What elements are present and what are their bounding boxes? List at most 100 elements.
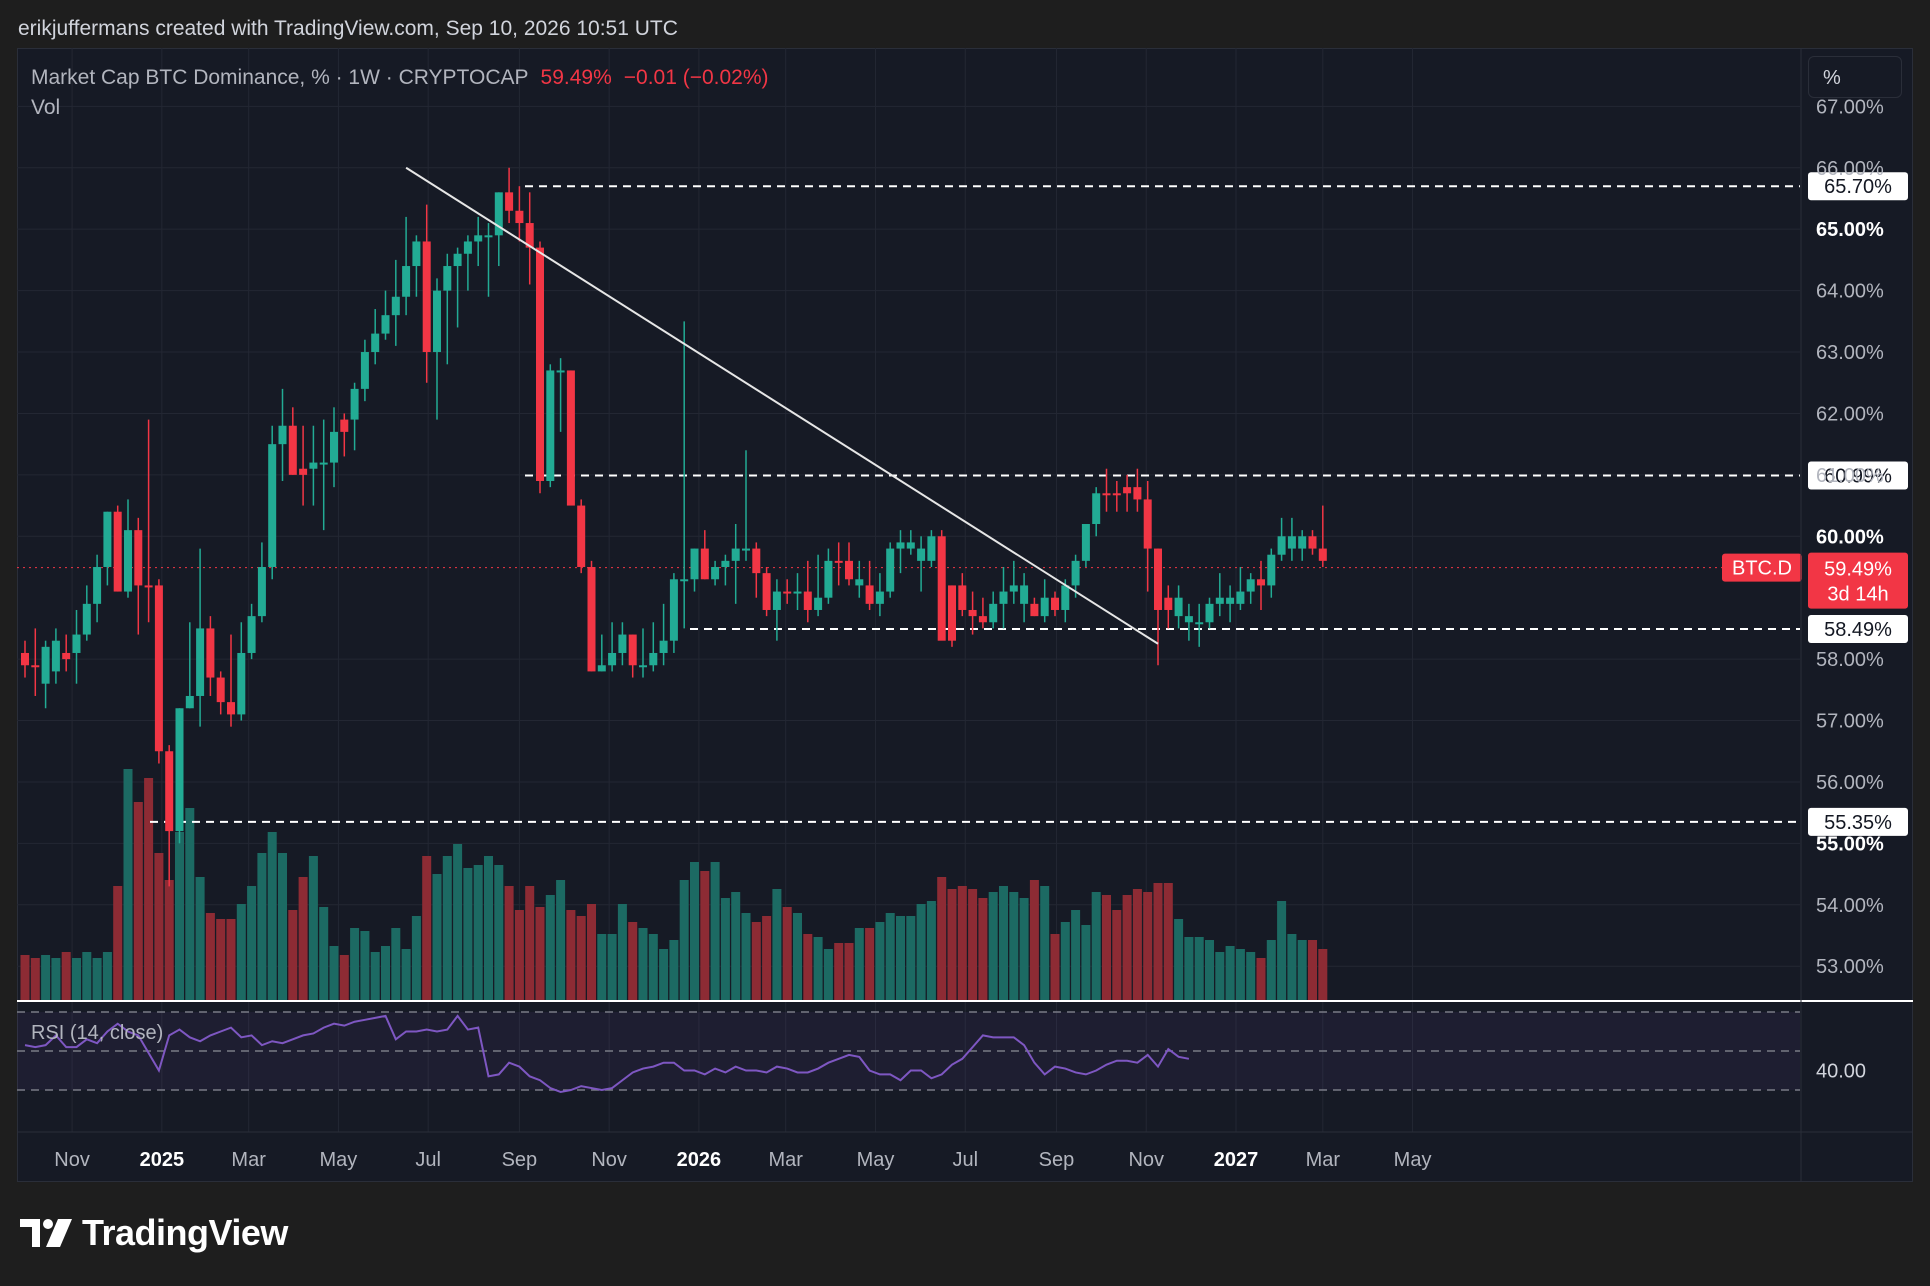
- volume-bar: [236, 904, 246, 1000]
- candle-body: [1195, 622, 1204, 625]
- candle-body: [1267, 554, 1276, 586]
- tradingview-icon: [20, 1219, 72, 1247]
- candle-body: [1143, 499, 1152, 549]
- volume-bar: [339, 955, 349, 1000]
- volume-bar: [628, 922, 638, 1000]
- level-label-box: [1808, 172, 1908, 201]
- level-label: 58.49%: [1824, 619, 1892, 641]
- candle-body: [937, 536, 946, 641]
- volume-bar: [1277, 901, 1287, 1000]
- candle-body: [525, 223, 534, 248]
- volume-bar: [638, 928, 648, 1000]
- candle-body: [402, 266, 411, 297]
- time-tick-label: May: [1394, 1149, 1432, 1171]
- volume-bar: [525, 886, 535, 1000]
- candle-body: [917, 548, 926, 561]
- price-tick-label: 57.00%: [1816, 711, 1884, 733]
- candle-body: [1009, 585, 1018, 592]
- candle-body: [608, 652, 617, 666]
- volume-bar: [1194, 937, 1204, 1000]
- volume-bar: [937, 877, 947, 1000]
- volume-bar: [710, 862, 720, 1000]
- tradingview-logo[interactable]: TradingView: [20, 1212, 288, 1254]
- volume-bar: [1184, 937, 1194, 1000]
- candle-body: [206, 628, 215, 678]
- candle-body: [175, 708, 184, 832]
- candle-body: [350, 388, 359, 420]
- chart-credit: erikjuffermans created with TradingView.…: [18, 17, 678, 40]
- volume-bar: [1122, 895, 1132, 1000]
- candle-body: [855, 579, 864, 586]
- volume-label: Vol: [31, 96, 61, 119]
- volume-bar: [968, 889, 978, 1000]
- price-tick-label: 56.00%: [1816, 772, 1884, 794]
- candle-body: [906, 542, 915, 549]
- candle-body: [484, 235, 493, 238]
- price-axis: 67.00% 66.00% 65.00% 64.00% 63.00% 62.00% 61.0…: [1800, 48, 1884, 1182]
- volume-bar: [1308, 940, 1317, 1000]
- volume-bar: [1266, 940, 1276, 1000]
- volume-bar: [1009, 892, 1019, 1000]
- legend-value: 59.49%: [540, 66, 612, 89]
- candle-body: [566, 370, 575, 506]
- candle-body: [700, 548, 709, 580]
- candle-body: [505, 192, 514, 211]
- candle-body: [536, 247, 544, 482]
- time-axis: Nov 2025 Mar May Jul Sep Nov 2026 Mar May Jul Sep No…: [17, 1131, 1913, 1171]
- volume-bar: [813, 937, 823, 1000]
- volume-bar: [957, 886, 967, 1000]
- volume-bar: [381, 946, 390, 1000]
- time-tick-label: Sep: [502, 1149, 538, 1171]
- volume-bar: [20, 955, 30, 1000]
- volume-bar: [1019, 898, 1029, 1000]
- level-label: 60.99%: [1824, 465, 1892, 487]
- volume-bar: [391, 928, 401, 1000]
- symbol-tag-box: [1722, 553, 1802, 582]
- level-label-box: [1808, 615, 1908, 644]
- volume-bar: [1132, 889, 1142, 1000]
- volume-bar: [947, 889, 957, 1000]
- percent-scale-button[interactable]: %: [1808, 56, 1902, 98]
- candle-body: [587, 566, 596, 672]
- price-tick-label: 55.00%: [1816, 833, 1884, 855]
- volume-bar: [1112, 910, 1122, 1000]
- time-tick-label: Mar: [231, 1149, 266, 1171]
- candle-body: [1164, 597, 1173, 610]
- candle-body: [134, 530, 143, 586]
- level-label-box: [1808, 461, 1908, 490]
- candle-body: [597, 665, 606, 672]
- candle-body: [875, 591, 884, 604]
- price-tick-label: 64.00%: [1816, 281, 1884, 303]
- volume-bar: [92, 958, 102, 1000]
- rsi-pane: 40.00: [17, 1000, 1913, 1093]
- candle-body: [824, 560, 833, 598]
- candle-body: [968, 609, 977, 617]
- candle-body: [639, 665, 647, 668]
- volume-bar: [1205, 940, 1214, 1000]
- candle-body: [742, 548, 750, 551]
- candle-body: [113, 511, 122, 592]
- volume-bar: [432, 874, 442, 1000]
- volume-bar: [978, 898, 988, 1000]
- candle-body: [834, 560, 843, 563]
- candle-body: [216, 677, 225, 703]
- volume-bar: [896, 916, 905, 1000]
- candle-body: [556, 370, 565, 373]
- series-legend[interactable]: Market Cap BTC Dominance, % · 1W · CRYPT…: [31, 66, 769, 90]
- candle-body: [1174, 597, 1183, 617]
- candle-body: [41, 646, 50, 684]
- candle-body: [72, 634, 81, 653]
- volume-bar: [504, 886, 514, 1000]
- candle-body: [845, 560, 853, 580]
- volume-bar: [1071, 910, 1081, 1000]
- candle-body: [989, 603, 998, 623]
- volume-bar: [30, 958, 40, 1000]
- volume-bar: [762, 916, 772, 1000]
- price-tick-label: 65.00%: [1816, 219, 1884, 241]
- volume-bar: [473, 865, 483, 1000]
- volume-bar: [102, 952, 112, 1000]
- volume-bar: [360, 931, 370, 1000]
- volume-bar: [257, 853, 267, 1000]
- time-tick-label: Nov: [1128, 1149, 1164, 1171]
